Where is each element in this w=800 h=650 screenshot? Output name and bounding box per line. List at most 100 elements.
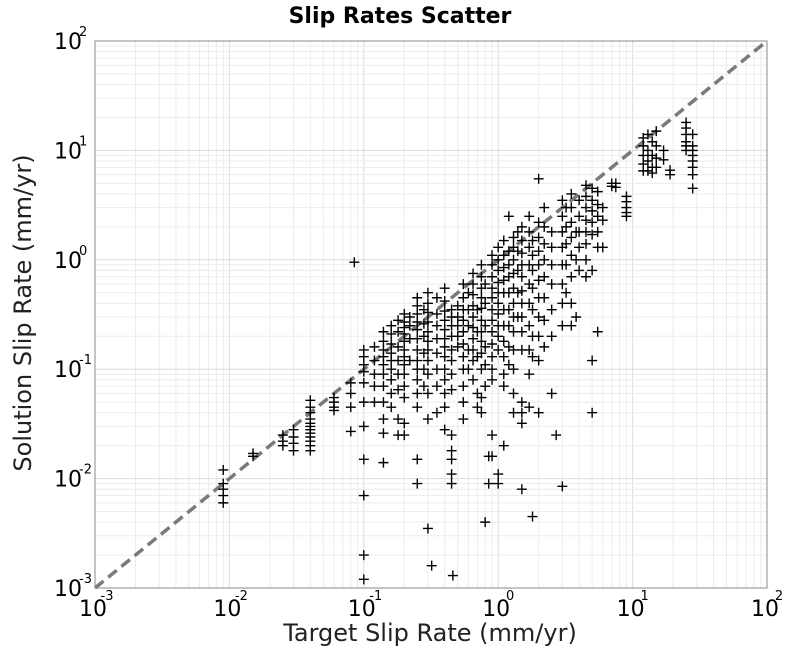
- scatter-point: [503, 211, 514, 222]
- scatter-point: [498, 235, 509, 246]
- x-tick-label: 10: [348, 597, 376, 622]
- scatter-point: [687, 169, 698, 180]
- scatter-point: [498, 250, 509, 261]
- scatter-point: [592, 199, 603, 210]
- scatter-point: [566, 250, 577, 261]
- scatter-point: [431, 292, 442, 303]
- plot-frame: [94, 40, 768, 589]
- x-tick-exponent: -3: [101, 589, 114, 604]
- scatter-point: [399, 359, 410, 370]
- x-axis-label: Target Slip Rate (mm/yr): [282, 619, 577, 647]
- scatter-point: [439, 424, 450, 435]
- scatter-point: [508, 298, 519, 309]
- scatter-point: [386, 374, 397, 385]
- y-tick-label: 10: [54, 358, 82, 383]
- scatter-point: [412, 333, 423, 344]
- scatter-point: [642, 129, 653, 140]
- y-tick-exponent: -2: [79, 463, 92, 478]
- scatter-point: [468, 289, 479, 300]
- scatter-point: [476, 292, 487, 303]
- scatter-point: [527, 265, 538, 276]
- scatter-point: [580, 215, 591, 226]
- scatter-point: [358, 397, 369, 408]
- scatter-point: [561, 238, 572, 249]
- scatter-point: [378, 414, 389, 425]
- scatter-point: [527, 511, 538, 522]
- scatter-point: [551, 430, 562, 441]
- scatter-point: [422, 369, 433, 380]
- scatter-point: [480, 341, 491, 352]
- scatter-point: [458, 315, 469, 326]
- scatter-point: [524, 402, 535, 413]
- scatter-point: [483, 478, 494, 489]
- scatter-point: [446, 469, 457, 480]
- scatter-point: [516, 248, 527, 259]
- scatter-point: [458, 338, 469, 349]
- scatter-point: [621, 211, 632, 222]
- scatter-point: [369, 369, 380, 380]
- scatter-point: [503, 287, 514, 298]
- scatter-point: [557, 320, 568, 331]
- scatter-point: [533, 331, 544, 342]
- y-tick-label: 10: [54, 30, 82, 55]
- scatter-point: [642, 145, 653, 156]
- scatter-point: [378, 336, 389, 347]
- scatter-point: [592, 211, 603, 222]
- scatter-point: [524, 242, 535, 253]
- scatter-point: [393, 315, 404, 326]
- scatter-point: [458, 279, 469, 290]
- scatter-point: [574, 195, 585, 206]
- scatter-point: [412, 355, 423, 366]
- scatter-point: [472, 402, 483, 413]
- scatter-point: [498, 381, 509, 392]
- scatter-point: [386, 338, 397, 349]
- scatter-point: [393, 384, 404, 395]
- scatter-point: [399, 392, 410, 403]
- x-tick-label: 10: [79, 597, 107, 622]
- scatter-point: [561, 221, 572, 232]
- scatter-point: [566, 320, 577, 331]
- scatter-point: [463, 364, 474, 375]
- y-axis-label: Solution Slip Rate (mm/yr): [9, 154, 37, 471]
- scatter-point: [557, 226, 568, 237]
- scatter-point: [524, 259, 535, 270]
- scatter-point: [422, 336, 433, 347]
- scatter-point: [468, 322, 479, 333]
- scatter-point: [463, 287, 474, 298]
- scatter-point: [516, 235, 527, 246]
- scatter-point: [587, 355, 598, 366]
- scatter-point: [498, 440, 509, 451]
- scatter-point: [476, 259, 487, 270]
- scatter-point: [452, 312, 463, 323]
- scatter-point: [561, 259, 572, 270]
- scatter-point: [561, 287, 572, 298]
- scatter-point: [452, 331, 463, 342]
- scatter-point: [452, 320, 463, 331]
- scatter-point: [516, 312, 527, 323]
- y-tick-exponent: -1: [79, 353, 92, 368]
- scatter-point: [527, 283, 538, 294]
- scatter-point: [463, 320, 474, 331]
- scatter-point: [439, 351, 450, 362]
- scatter-point: [487, 451, 498, 462]
- scatter-point: [665, 169, 676, 180]
- scatter-point: [487, 292, 498, 303]
- scatter-point: [592, 326, 603, 337]
- scatter-point: [524, 320, 535, 331]
- scatter-point: [508, 232, 519, 243]
- scatter-point: [566, 188, 577, 199]
- scatter-point: [369, 341, 380, 352]
- scatter-point: [487, 338, 498, 349]
- scatter-point: [493, 277, 504, 288]
- scatter-point: [422, 344, 433, 355]
- scatter-point: [422, 388, 433, 399]
- scatter-point: [412, 454, 423, 465]
- scatter-point: [580, 191, 591, 202]
- scatter-point: [508, 283, 519, 294]
- x-tick-exponent: 2: [775, 589, 783, 604]
- scatter-point: [651, 126, 662, 137]
- scatter-point: [345, 388, 356, 399]
- scatter-point: [516, 221, 527, 232]
- y-tick-exponent: 2: [79, 25, 87, 40]
